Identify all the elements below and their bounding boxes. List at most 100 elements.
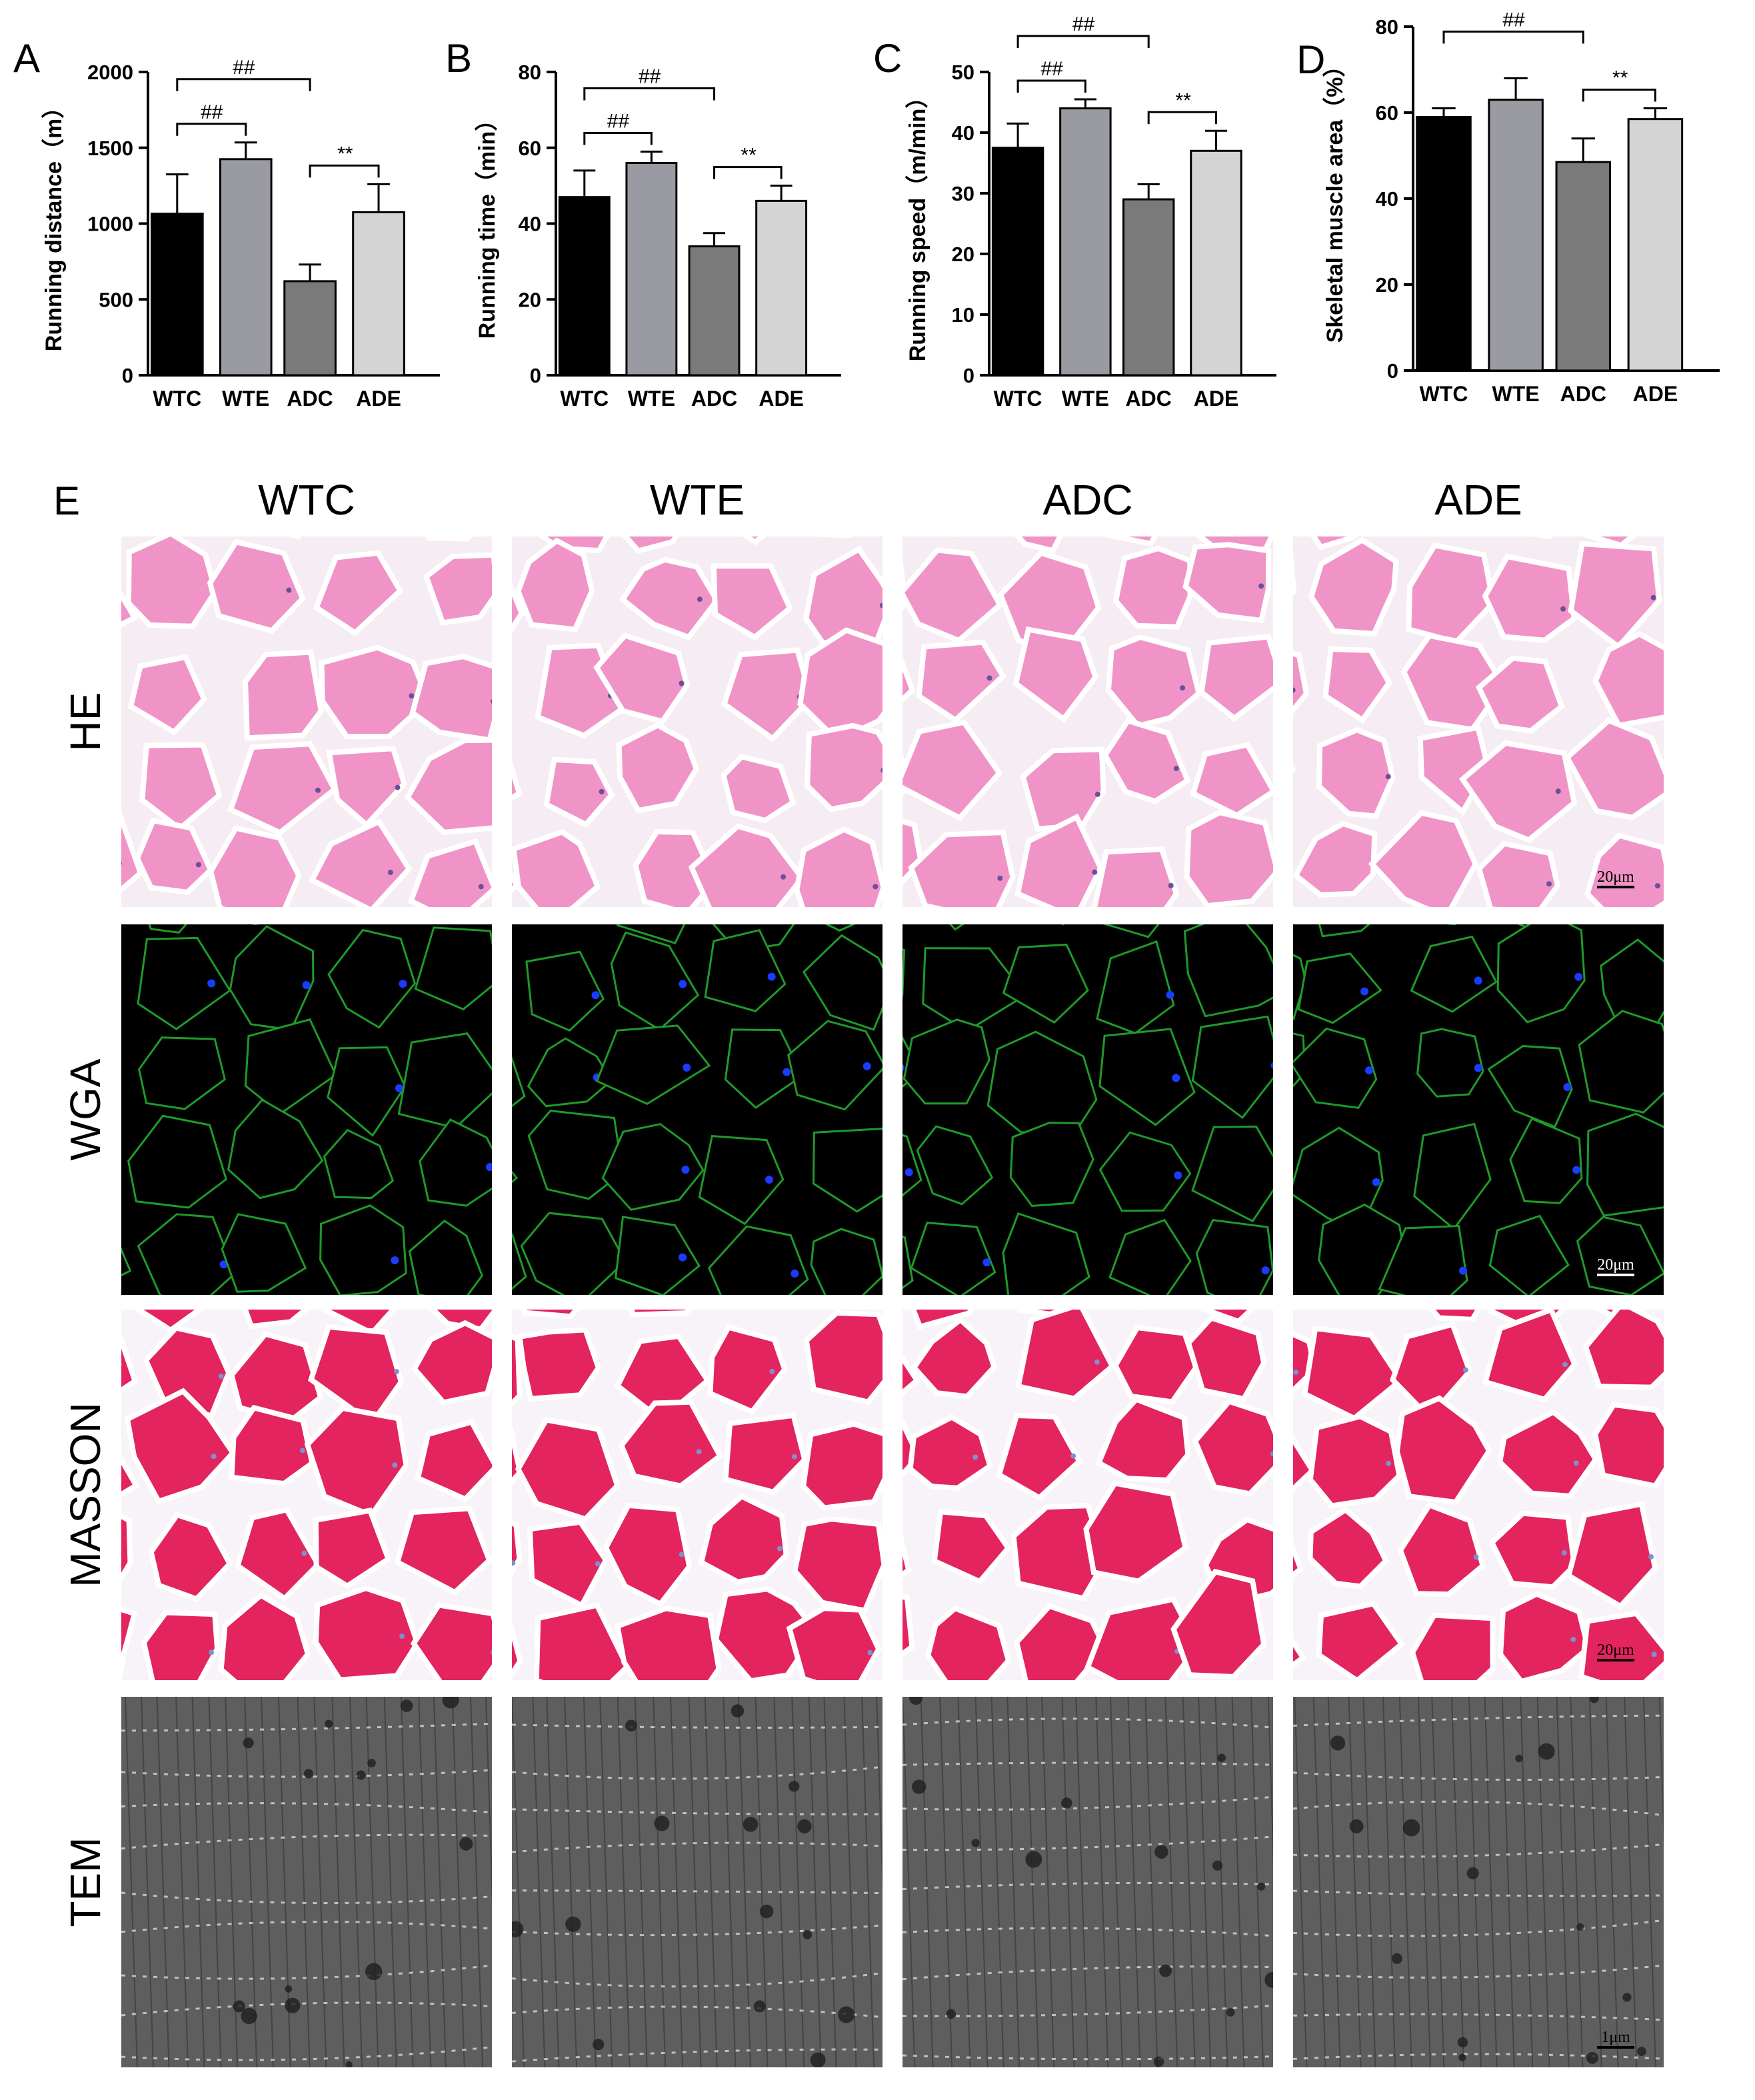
- image-MASSON-WTE: [512, 1310, 882, 1680]
- z-line: [1570, 1697, 1584, 2067]
- nucleus: [207, 979, 216, 988]
- z-line: [1327, 1697, 1341, 2067]
- muscle-fiber: [996, 1412, 1083, 1502]
- nucleus: [1546, 881, 1552, 887]
- muscle-fiber: [902, 655, 916, 704]
- muscle-fiber: [1301, 1325, 1405, 1422]
- y-tick-label: 30: [952, 182, 974, 205]
- z-line: [1484, 1697, 1498, 2067]
- z-line: [400, 1697, 414, 2067]
- nucleus: [1572, 1166, 1581, 1174]
- z-line: [1431, 1697, 1445, 2067]
- muscle-fiber: [742, 536, 767, 546]
- row-header-HE: HE: [61, 692, 109, 752]
- organelle: [303, 1769, 313, 1779]
- nucleus: [1562, 1362, 1568, 1368]
- muscle-fiber: [415, 1418, 492, 1503]
- muscle-fiber: [139, 742, 223, 832]
- nucleus: [683, 1063, 691, 1072]
- nucleus: [315, 787, 321, 793]
- muscle-fiber: [143, 1325, 232, 1420]
- nucleus: [1094, 791, 1100, 797]
- z-line: [617, 1697, 631, 2067]
- muscle-fiber: [313, 550, 404, 636]
- muscle-fiber: [601, 1123, 705, 1211]
- nucleus: [1462, 1367, 1468, 1373]
- category-label: WTE: [1062, 387, 1109, 411]
- chart-D: D 0 20 40 60 80 Skeletal muscle area（%） WTC WTE A…: [1296, 9, 1720, 406]
- organelle: [803, 1930, 813, 1939]
- muscle-fiber: [1509, 1117, 1583, 1204]
- muscle-fiber: [1293, 1027, 1378, 1109]
- category-label: WTE: [1492, 382, 1540, 406]
- z-line: [1501, 1697, 1515, 2067]
- muscle-fiber: [704, 928, 787, 1012]
- muscle-fiber: [1488, 1214, 1570, 1295]
- z-line: [1312, 1697, 1326, 2067]
- nucleus: [301, 1550, 307, 1556]
- z-line: [1642, 1697, 1656, 2067]
- muscle-fiber: [618, 1399, 724, 1489]
- significance-label: **: [337, 143, 353, 165]
- image-TEM-WTC: [121, 1697, 492, 2067]
- muscle-fiber: [1105, 634, 1202, 729]
- muscle-fiber: [902, 1134, 922, 1197]
- muscle-fiber: [1409, 1612, 1496, 1680]
- z-line: [1348, 1697, 1362, 2067]
- category-label: ADC: [1560, 382, 1606, 406]
- nucleus: [879, 602, 882, 608]
- z-line: [141, 1697, 155, 2067]
- column-header-WTC: WTC: [258, 476, 355, 524]
- organelle: [1466, 1867, 1479, 1879]
- muscle-fiber: [1293, 954, 1307, 1020]
- muscle-fiber: [794, 826, 882, 907]
- nucleus: [219, 1260, 228, 1269]
- muscle-fiber: [1083, 1480, 1189, 1584]
- significance-label: **: [740, 145, 757, 167]
- organelle: [838, 2006, 855, 2023]
- z-line: [823, 1697, 837, 2067]
- image-background: [121, 1697, 492, 2067]
- image-HE-WTC: [121, 536, 492, 907]
- nucleus: [1459, 1266, 1468, 1275]
- bar-WTE: [1488, 99, 1544, 372]
- image-TEM-ADC: [902, 1697, 1273, 2067]
- organelle: [1212, 1860, 1223, 1871]
- muscle-fiber: [244, 1018, 337, 1115]
- organelle: [565, 1916, 581, 1932]
- organelle: [1061, 1797, 1072, 1809]
- muscle-fiber: [711, 563, 794, 640]
- muscle-fiber: [1293, 650, 1310, 714]
- muscle-fiber: [121, 1332, 139, 1394]
- y-axis-label: Running time（min）: [474, 109, 500, 339]
- muscle-fiber: [323, 1128, 395, 1200]
- organelle: [1391, 1953, 1402, 1964]
- bar-ADC: [1555, 161, 1612, 372]
- nucleus: [512, 1560, 516, 1566]
- nucleus: [599, 788, 605, 794]
- z-line: [208, 1697, 222, 2067]
- nucleus: [387, 870, 393, 876]
- muscle-fiber: [394, 1506, 492, 1596]
- muscle-fiber: [619, 556, 721, 640]
- organelle: [1576, 1923, 1584, 1931]
- muscle-fiber: [1183, 924, 1273, 1018]
- muscle-fiber: [133, 1310, 204, 1334]
- muscle-fiber: [1002, 1212, 1090, 1295]
- z-line: [843, 1697, 857, 2067]
- organelle: [1154, 1845, 1168, 1859]
- muscle-fiber: [1378, 1224, 1468, 1295]
- z-line: [470, 1697, 484, 2067]
- nucleus: [697, 596, 703, 602]
- muscle-fiber: [121, 1247, 132, 1277]
- nucleus: [1648, 1554, 1654, 1560]
- organelle: [400, 1699, 413, 1712]
- nucleus: [399, 1633, 405, 1639]
- muscle-fiber: [802, 934, 882, 1031]
- z-line: [191, 1697, 205, 2067]
- nucleus: [781, 874, 787, 880]
- muscle-fiber: [902, 1018, 990, 1105]
- muscle-fiber: [121, 1606, 138, 1680]
- y-tick-label: 50: [952, 61, 974, 84]
